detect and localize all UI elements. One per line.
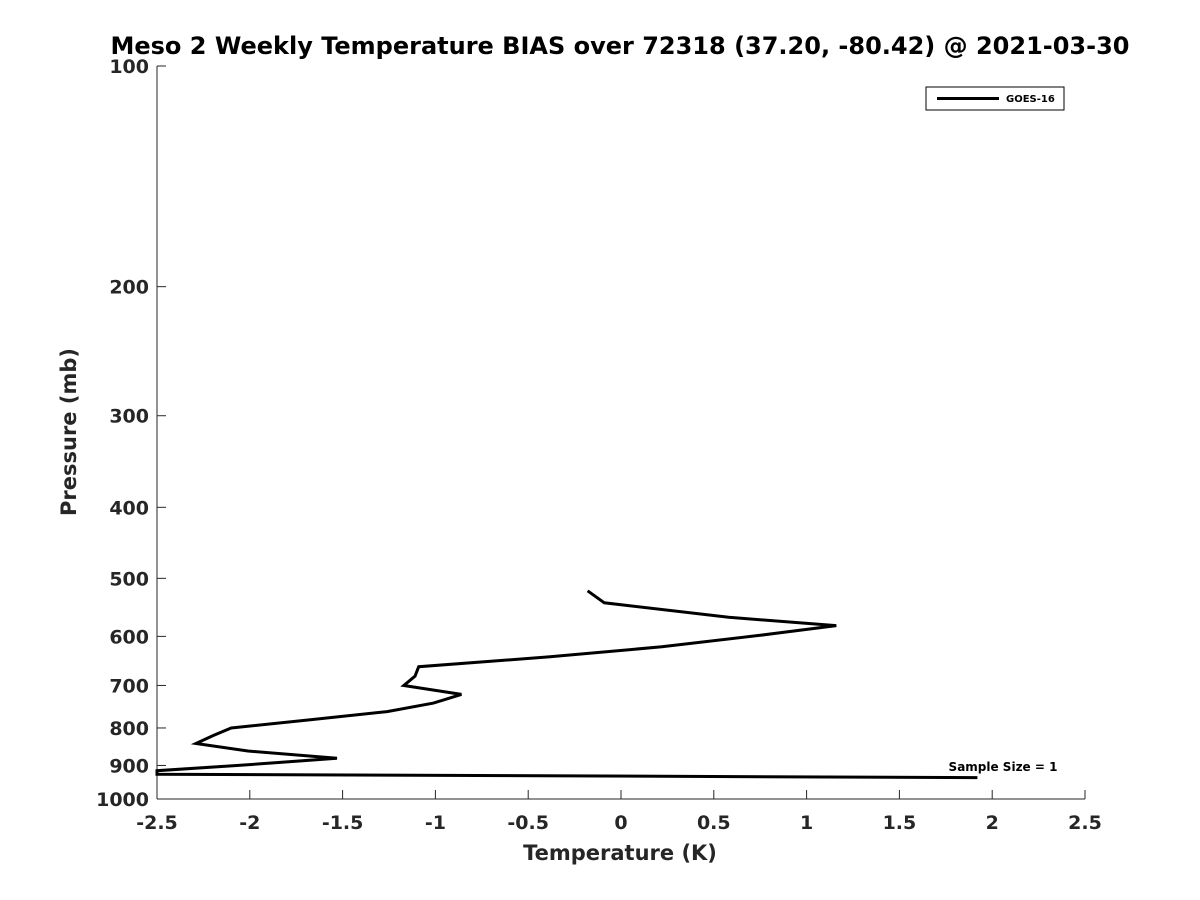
y-tick-label: 100 xyxy=(109,56,149,78)
sample-size-annotation: Sample Size = 1 xyxy=(949,760,1058,774)
y-tick-label: 1000 xyxy=(96,789,149,811)
y-tick-label: 200 xyxy=(109,277,149,299)
plot-area xyxy=(156,66,1085,800)
chart-title: Meso 2 Weekly Temperature BIAS over 7231… xyxy=(110,32,1129,60)
x-tick-label: 2 xyxy=(986,812,999,834)
x-tick-label: 2.5 xyxy=(1068,812,1102,834)
x-tick-label: 1 xyxy=(800,812,813,834)
y-tick-label: 800 xyxy=(109,718,149,740)
x-axis-label: Temperature (K) xyxy=(523,841,717,865)
y-tick-label: 700 xyxy=(109,675,149,697)
x-axis: -2.5 -2 -1.5 -1 -0.5 0 0.5 1 1.5 2 2.5 xyxy=(136,790,1102,834)
x-tick-label: -2.5 xyxy=(136,812,178,834)
x-tick-label: -1 xyxy=(425,812,446,834)
y-tick-label: 300 xyxy=(109,406,149,428)
x-tick-label: -2 xyxy=(239,812,260,834)
y-axis: 100 200 300 400 500 600 700 800 900 1000 xyxy=(96,56,166,811)
series-layer xyxy=(155,589,978,780)
y-axis-label: Pressure (mb) xyxy=(57,348,81,516)
y-tick-label: 900 xyxy=(109,755,149,777)
y-tick-label: 400 xyxy=(109,497,149,519)
x-tick-label: -1.5 xyxy=(322,812,364,834)
y-tick-label: 600 xyxy=(109,626,149,648)
x-tick-label: 1.5 xyxy=(883,812,917,834)
y-tick-label: 500 xyxy=(109,568,149,590)
legend: GOES-16 xyxy=(925,86,1065,111)
x-tick-label: 0.5 xyxy=(697,812,731,834)
legend-label-goes-16: GOES-16 xyxy=(1006,94,1055,105)
x-tick-label: -0.5 xyxy=(507,812,549,834)
series-line-goes-16 xyxy=(155,589,978,780)
x-tick-label: 0 xyxy=(614,812,627,834)
